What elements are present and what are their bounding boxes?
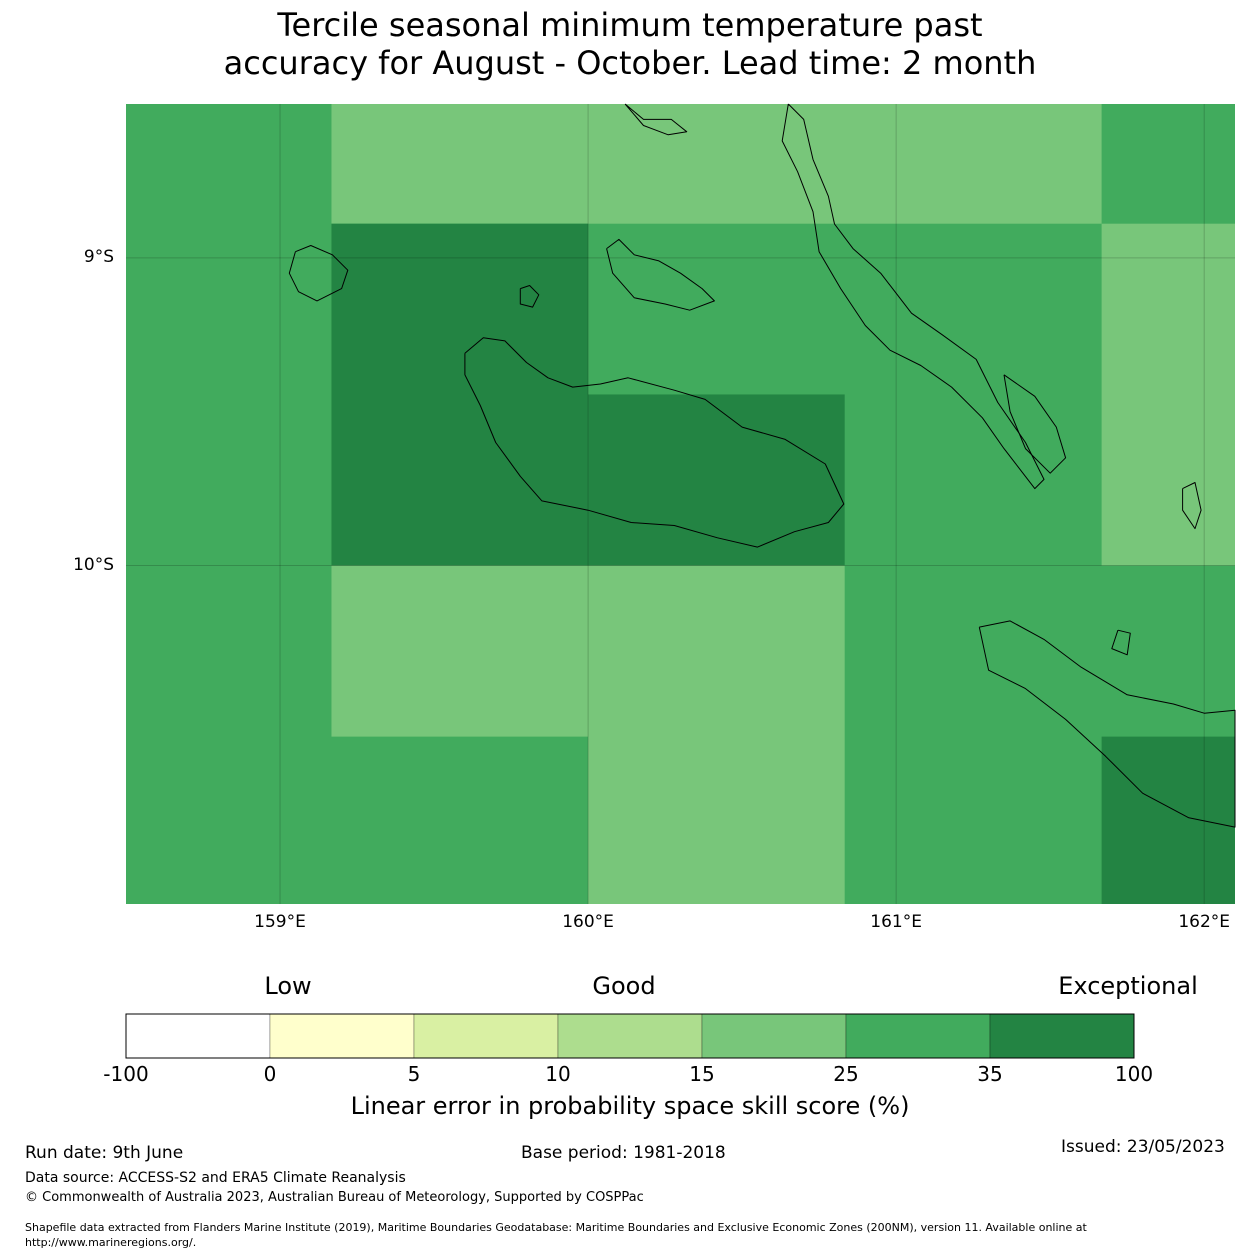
skill-cell-1 xyxy=(331,104,1102,224)
skill-cell-7 xyxy=(1101,736,1235,904)
colorbar-tick: 100 xyxy=(1114,1062,1154,1086)
coastline-florida-islands xyxy=(606,238,715,311)
coastline-ugi xyxy=(1111,629,1131,656)
lat-tick-label: 9°S xyxy=(83,246,114,267)
colorbar xyxy=(125,1013,1135,1059)
shapefile-url: http://www.marineregions.org/. xyxy=(25,1236,197,1249)
coastline-savo-island xyxy=(519,285,540,308)
lon-tick-label: 161°E xyxy=(870,912,922,932)
base-period: Base period: 1981-2018 xyxy=(521,1143,726,1163)
coastline-russell-islands xyxy=(288,245,349,302)
colorbar-segment-0 xyxy=(125,1013,271,1059)
coastline-north-islets xyxy=(624,103,688,136)
colorbar-segment-2 xyxy=(413,1013,559,1059)
title-line-1: Tercile seasonal minimum temperature pas… xyxy=(277,6,983,44)
colorbar-tick: 0 xyxy=(263,1062,277,1086)
lon-tick-label: 162°E xyxy=(1178,912,1231,932)
copyright: © Commonwealth of Australia 2023, Austra… xyxy=(25,1190,644,1205)
colorbar-tick: -100 xyxy=(103,1062,149,1086)
colorbar-frame xyxy=(125,1013,1135,1059)
data-source: Data source: ACCESS-S2 and ERA5 Climate … xyxy=(25,1170,406,1186)
skill-cell-3 xyxy=(588,394,845,566)
title-line-2: accuracy for August - October. Lead time… xyxy=(223,44,1037,82)
coastline-makira xyxy=(978,620,1236,828)
gridlines xyxy=(126,104,1235,904)
coastline-small-malaita xyxy=(1003,374,1067,474)
coastline-guadalcanal xyxy=(464,337,845,548)
category-exceptional-label: Exceptional xyxy=(1058,972,1198,1000)
colorbar-tick: 10 xyxy=(545,1062,571,1086)
colorbar-segment-6 xyxy=(989,1013,1135,1059)
coastline-ulawa xyxy=(1182,482,1202,530)
colorbar-tick: 35 xyxy=(977,1062,1003,1086)
lon-tick-label: 159°E xyxy=(254,912,306,932)
colorbar-segment-5 xyxy=(845,1013,991,1059)
skill-cell-5 xyxy=(331,565,589,737)
category-good-label: Good xyxy=(592,972,656,1000)
colorbar-tick: 5 xyxy=(407,1062,421,1086)
skill-cell-4 xyxy=(1101,223,1235,566)
colorbar-segment-3 xyxy=(557,1013,703,1059)
skill-cell-2 xyxy=(331,223,589,566)
shapefile-credit: Shapefile data extracted from Flanders M… xyxy=(25,1221,1087,1234)
skill-cells xyxy=(126,104,1235,904)
colorbar-title: Linear error in probability space skill … xyxy=(350,1092,910,1120)
skill-cell-6 xyxy=(588,565,845,904)
colorbar-segment-1 xyxy=(269,1013,415,1059)
issued-date: Issued: 23/05/2023 xyxy=(1061,1137,1225,1157)
category-low-label: Low xyxy=(264,972,312,1000)
chart-title: Tercile seasonal minimum temperature pas… xyxy=(0,6,1260,82)
colorbar-tick: 15 xyxy=(689,1062,715,1086)
colorbar-tick: 25 xyxy=(833,1062,859,1086)
colorbar-segment-4 xyxy=(701,1013,847,1059)
lon-tick-label: 160°E xyxy=(562,912,614,932)
run-date: Run date: 9th June xyxy=(25,1143,184,1163)
coastlines xyxy=(288,103,1236,828)
lat-tick-label: 10°S xyxy=(73,554,114,575)
coastline-malaita xyxy=(781,103,1045,490)
